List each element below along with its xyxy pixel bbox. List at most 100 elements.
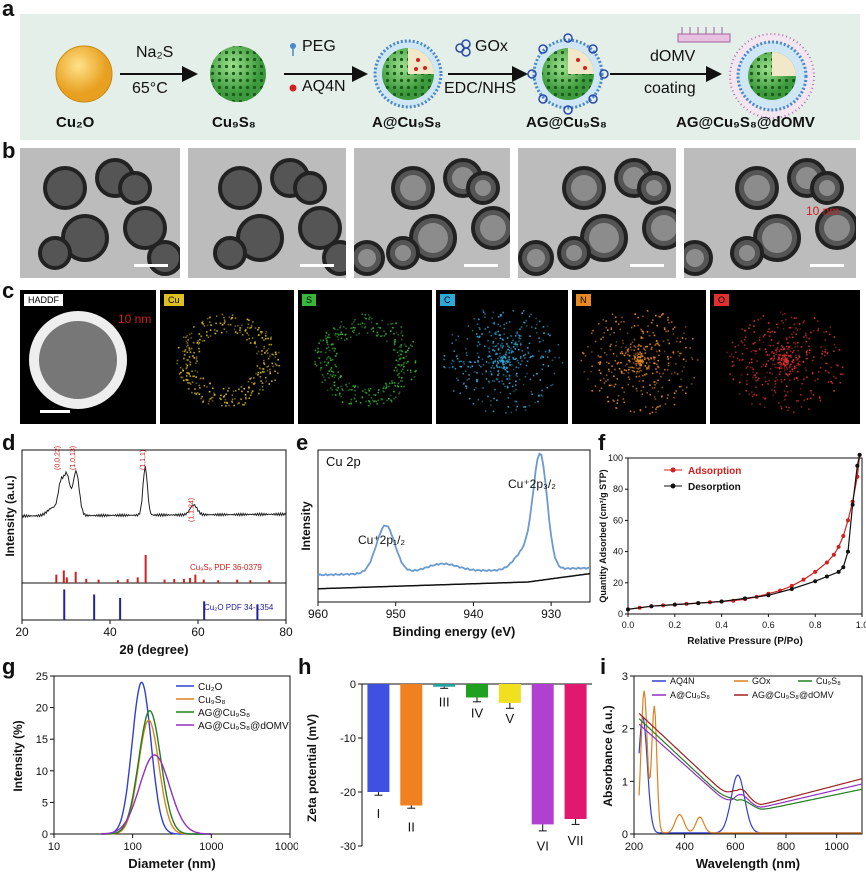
map-pixel: [551, 359, 554, 362]
map-pixel: [530, 313, 532, 316]
map-pixel: [210, 398, 212, 400]
map-pixel: [540, 394, 543, 396]
map-pixel: [239, 327, 241, 329]
map-pixel: [196, 392, 199, 394]
map-pixel: [201, 340, 204, 342]
map-pixel: [793, 365, 796, 368]
map-pixel: [505, 360, 508, 362]
map-pixel: [650, 358, 653, 360]
map-pixel: [797, 379, 799, 381]
map-pixel: [780, 365, 782, 368]
map-pixel: [673, 403, 676, 406]
category-label: VII: [568, 833, 584, 848]
map-pixel: [250, 326, 252, 329]
map-pixel: [468, 374, 470, 377]
map-pixel: [228, 387, 230, 390]
map-pixel: [620, 362, 622, 364]
map-pixel: [651, 319, 654, 321]
map-pixel: [319, 362, 322, 364]
map-pixel: [812, 394, 815, 396]
map-pixel: [782, 357, 784, 359]
map-pixel: [351, 389, 353, 391]
map-pixel: [739, 381, 741, 384]
map-pixel: [667, 362, 670, 364]
map-pixel: [758, 349, 761, 351]
map-pixel: [841, 366, 844, 369]
map-pixel: [398, 392, 400, 395]
map-pixel: [542, 364, 545, 366]
map-pixel: [241, 334, 244, 336]
map-pixel: [827, 351, 829, 354]
map-pixel: [751, 402, 753, 405]
map-pixel: [483, 345, 486, 347]
map-pixel: [485, 370, 487, 372]
map-pixel: [772, 352, 775, 355]
map-pixel: [641, 393, 644, 395]
map-c: C: [436, 290, 568, 424]
map-pixel: [357, 323, 360, 325]
map-pixel: [801, 382, 803, 385]
map-pixel: [314, 363, 317, 365]
map-pixel: [527, 352, 530, 355]
map-pixel: [681, 370, 684, 372]
map-pixel: [790, 390, 792, 392]
label-a-cu9s8: A@Cu₉S₈: [372, 114, 442, 131]
map-pixel: [340, 395, 342, 398]
map-pixel: [496, 353, 498, 355]
map-pixel: [633, 349, 635, 351]
y-tick-label: 60: [613, 515, 623, 525]
map-pixel: [802, 361, 805, 364]
map-pixel: [493, 321, 495, 324]
map-pixel: [610, 343, 612, 346]
map-pixel: [501, 342, 504, 345]
map-channel-label: S: [302, 294, 317, 306]
map-pixel: [465, 347, 467, 350]
map-pixel: [628, 378, 631, 380]
map-pixel: [746, 347, 748, 350]
map-pixel: [377, 391, 380, 394]
map-pixel: [365, 400, 367, 403]
map-pixel: [383, 390, 385, 393]
map-pixel: [499, 360, 502, 363]
map-pixel: [664, 368, 666, 371]
map-pixel: [787, 409, 789, 411]
map-pixel: [348, 382, 351, 385]
map-pixel: [620, 346, 623, 348]
tem-core: [651, 215, 676, 241]
map-pixel: [206, 331, 208, 333]
map-pixels: [314, 313, 417, 407]
map-pixel: [777, 358, 780, 361]
map-pixel: [558, 356, 560, 359]
map-pixel: [796, 329, 799, 331]
map-pixel: [740, 340, 742, 342]
map-pixel: [623, 401, 625, 404]
map-pixel: [693, 377, 695, 379]
map-pixel: [353, 386, 356, 388]
map-pixel: [745, 389, 747, 392]
map-pixel: [539, 341, 541, 343]
map-pixel: [680, 385, 683, 388]
map-pixel: [221, 404, 223, 407]
map-pixel: [213, 394, 216, 396]
map-pixel: [338, 394, 341, 396]
map-pixel: [527, 347, 529, 349]
map-pixel: [276, 364, 278, 367]
map-pixel: [482, 387, 484, 389]
map-pixel: [783, 355, 786, 357]
map-pixel: [201, 321, 203, 324]
map-pixel: [515, 374, 517, 376]
map-pixel: [341, 389, 344, 391]
map-pixel: [636, 390, 638, 392]
map-pixel: [196, 342, 199, 344]
map-pixel: [406, 369, 409, 371]
map-pixel: [500, 344, 502, 347]
map-pixel: [603, 332, 605, 334]
map-pixel: [200, 377, 202, 380]
map-pixel: [244, 402, 247, 404]
map-pixel: [649, 343, 651, 345]
map-pixel: [682, 389, 684, 391]
map-pixel: [557, 344, 560, 346]
map-pixel: [335, 388, 337, 391]
map-pixel: [262, 368, 265, 370]
map-pixel: [503, 366, 506, 369]
